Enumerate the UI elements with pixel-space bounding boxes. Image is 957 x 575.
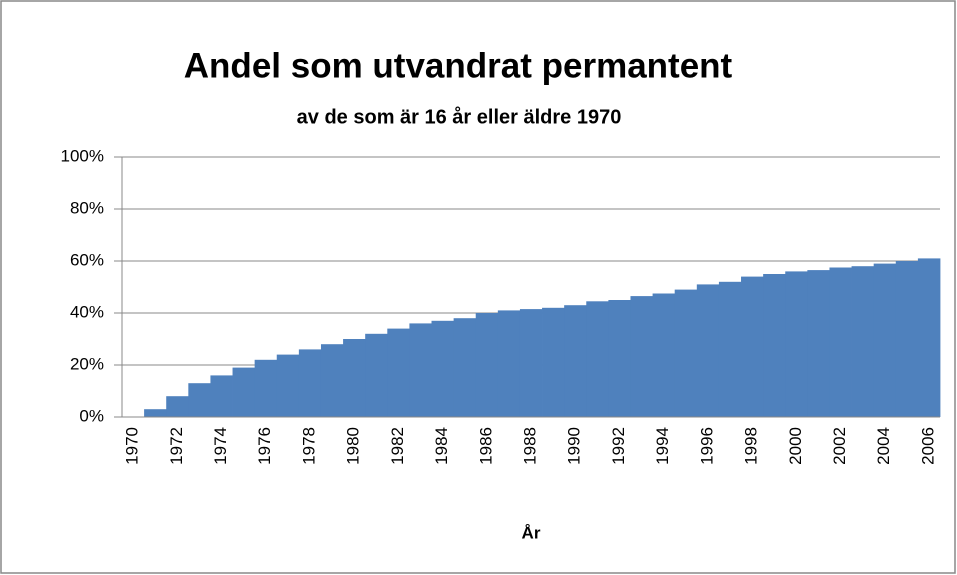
bar — [608, 300, 631, 417]
x-tick-label: 1986 — [476, 427, 495, 465]
x-tick-label: 1970 — [123, 427, 142, 465]
x-tick-label: 1978 — [299, 427, 318, 465]
bar — [807, 270, 830, 417]
bar — [254, 359, 278, 417]
bar — [497, 310, 521, 417]
bar — [630, 296, 653, 417]
bar — [144, 409, 167, 417]
y-tick-label: 60% — [70, 250, 104, 269]
x-tick-label: 1974 — [211, 427, 230, 465]
bar — [829, 267, 852, 417]
bar — [519, 309, 543, 417]
y-tick-label: 80% — [70, 198, 104, 217]
bar — [564, 305, 587, 417]
x-tick-label: 2004 — [874, 427, 893, 465]
bar — [188, 383, 211, 417]
bar — [542, 307, 565, 417]
x-tick-label: 1990 — [565, 427, 584, 465]
bar — [785, 271, 808, 417]
bar — [431, 320, 455, 417]
bar — [718, 281, 742, 417]
bar — [343, 339, 366, 417]
x-tick-label: 1976 — [255, 427, 274, 465]
bar — [851, 266, 875, 417]
x-tick-label: 1998 — [742, 427, 761, 465]
x-tick-label: 1980 — [344, 427, 363, 465]
bar — [276, 354, 300, 417]
bar — [298, 349, 322, 417]
bar — [365, 333, 388, 417]
bar — [232, 367, 256, 417]
bar — [917, 258, 941, 417]
bar — [475, 313, 499, 417]
x-tick-label: 1988 — [520, 427, 539, 465]
x-tick-label: 1982 — [388, 427, 407, 465]
chart-subtitle: av de som är 16 år eller äldre 1970 — [297, 105, 622, 128]
bar — [166, 396, 189, 417]
bar — [210, 375, 233, 417]
x-tick-label: 2000 — [786, 427, 805, 465]
y-tick-label: 40% — [70, 302, 104, 321]
bar — [741, 276, 764, 417]
x-tick-label: 1984 — [432, 427, 451, 465]
bar — [696, 284, 720, 417]
y-tick-label: 0% — [79, 406, 104, 425]
bar — [387, 328, 410, 417]
bar — [453, 318, 477, 417]
y-tick-label: 20% — [70, 354, 104, 373]
x-tick-label: 1972 — [167, 427, 186, 465]
x-axis-label: År — [522, 523, 541, 542]
x-tick-label: 2002 — [830, 427, 849, 465]
x-tick-label: 1992 — [609, 427, 628, 465]
bar — [895, 261, 919, 417]
bar — [320, 344, 344, 417]
bar — [652, 293, 676, 417]
chart-title: Andel som utvandrat permantent — [184, 46, 733, 85]
bar — [586, 301, 609, 417]
x-tick-label: 1994 — [653, 427, 672, 465]
y-tick-label: 100% — [61, 146, 104, 165]
bar — [409, 323, 432, 417]
x-tick-label: 2006 — [918, 427, 937, 465]
bar — [674, 289, 698, 417]
x-tick-label: 1996 — [697, 427, 716, 465]
bar — [873, 263, 897, 417]
bar — [763, 274, 786, 417]
